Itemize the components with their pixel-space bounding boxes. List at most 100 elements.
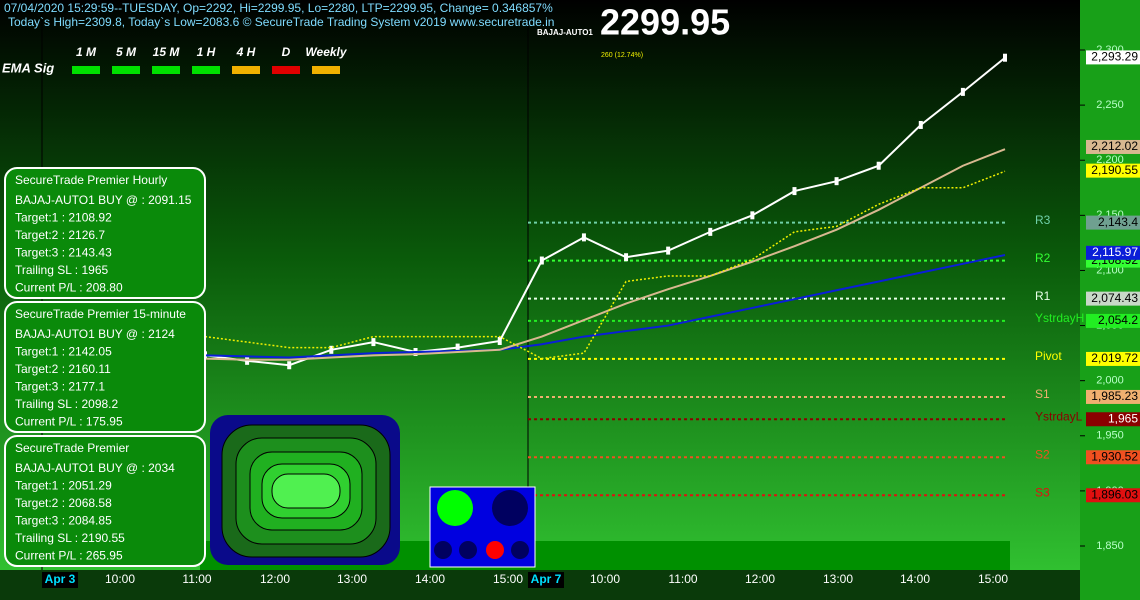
panel-title: SecureTrade Premier 15-minute	[15, 307, 186, 321]
time-label-box	[665, 572, 701, 588]
time-label-box	[820, 572, 856, 588]
series-line	[204, 170, 1006, 360]
signal-light	[437, 490, 473, 526]
price-tag	[1086, 313, 1140, 328]
price-tag-label: 1,930.52	[1091, 449, 1138, 463]
price-tag	[1086, 488, 1140, 503]
level-label: R2	[1035, 251, 1051, 265]
time-label: 13:00	[823, 572, 853, 586]
frame-label: 5 M	[116, 45, 137, 59]
time-label: 10:00	[105, 572, 135, 586]
candle	[245, 356, 250, 365]
panel-line: Current P/L : 208.80	[15, 281, 123, 295]
candle	[876, 161, 881, 170]
candle	[834, 177, 839, 186]
widgets	[210, 415, 536, 568]
time-label: 10:00	[590, 572, 620, 586]
candle	[792, 187, 797, 196]
time-label-box	[179, 572, 215, 588]
time-label-box	[975, 572, 1011, 588]
frame-signal	[192, 66, 220, 74]
price-tag-label: 1,896.03	[1091, 487, 1138, 501]
price-tag	[1086, 291, 1140, 306]
y-tick-label: 2,250	[1096, 99, 1124, 111]
time-label: 13:00	[337, 572, 367, 586]
candle	[287, 361, 292, 370]
y-tick-label: 1,850	[1096, 540, 1124, 552]
frame-signal	[232, 66, 260, 74]
y-tick-label: 1,950	[1096, 430, 1124, 442]
panel	[4, 435, 206, 567]
candle	[666, 246, 671, 255]
frame-signal	[312, 66, 340, 74]
candle	[497, 336, 502, 345]
price-tag-label: 2,019.72	[1091, 351, 1138, 365]
panel	[4, 301, 206, 433]
time-label-box	[42, 572, 78, 588]
signal-dot	[486, 541, 504, 559]
panel-line: Current P/L : 265.95	[15, 549, 123, 563]
price-tag	[1086, 139, 1140, 154]
price-tag	[1086, 245, 1140, 260]
frame-signal	[112, 66, 140, 74]
panel-line: Target:2 : 2126.7	[15, 228, 105, 242]
time-label: 12:00	[260, 572, 290, 586]
time-label-box	[412, 572, 448, 588]
time-label: 15:00	[978, 572, 1008, 586]
price-tag-label: 2,293.29	[1091, 50, 1138, 64]
panel-title: SecureTrade Premier	[15, 441, 129, 455]
ltp: 2299.95	[600, 2, 730, 43]
candle	[581, 233, 586, 242]
price-tag	[1086, 412, 1140, 427]
candle	[371, 338, 376, 347]
signal-dot	[434, 541, 452, 559]
time-label: 14:00	[415, 572, 445, 586]
change: 260 (12.74%)	[601, 52, 643, 59]
panel-line: BAJAJ-AUTO1 BUY @ : 2034	[15, 461, 175, 475]
time-label: Apr 3	[45, 572, 76, 586]
frame-label: D	[282, 45, 291, 59]
frame-signal	[152, 66, 180, 74]
signal-dot	[511, 541, 529, 559]
frame-label: 4 H	[236, 45, 256, 59]
time-label: 11:00	[668, 572, 697, 586]
candle	[329, 345, 334, 354]
time-label-box	[897, 572, 933, 588]
panel-line: BAJAJ-AUTO1 BUY @ : 2124	[15, 327, 175, 341]
panel-line: Target:2 : 2160.11	[15, 362, 111, 376]
panel	[4, 167, 206, 299]
panel-line: Trailing SL : 2098.2	[15, 397, 118, 411]
panel-line: Target:3 : 2143.43	[15, 246, 112, 260]
panel-line: Trailing SL : 1965	[15, 263, 108, 277]
panel-line: Target:1 : 2108.92	[15, 211, 112, 225]
level-label: Pivot	[1035, 349, 1062, 363]
frame-label: 1 M	[76, 45, 97, 59]
time-label-box	[257, 572, 293, 588]
series-line	[204, 56, 1006, 367]
candle	[918, 120, 923, 129]
price-tag-label: 2,115.97	[1092, 245, 1138, 259]
candle	[1003, 53, 1007, 62]
candle	[539, 256, 544, 265]
price-tag-label: 2,054.2	[1098, 313, 1138, 327]
frame-label: Weekly	[305, 45, 347, 59]
y-tick-label: 2,200	[1096, 154, 1124, 166]
price-tag-label: 2,143.4	[1098, 215, 1138, 229]
frame-label: 15 M	[153, 45, 181, 59]
header-line: Today`s High=2309.8, Today`s Low=2083.6 …	[8, 15, 554, 29]
series-line	[204, 148, 1006, 361]
signal-light	[492, 490, 528, 526]
price-tag	[1086, 389, 1140, 404]
price-tag-label: 2,212.02	[1091, 139, 1138, 153]
time-label-box	[334, 572, 370, 588]
y-tick-label: 2,000	[1096, 375, 1124, 387]
time-label-box	[587, 572, 623, 588]
time-label-box	[102, 572, 138, 588]
panel-line: BAJAJ-AUTO1 BUY @ : 2091.15	[15, 193, 192, 207]
frame-label: 1 H	[197, 45, 216, 59]
price-tag	[1086, 215, 1140, 230]
candle	[708, 227, 713, 236]
time-label-box	[742, 572, 778, 588]
level-label: S3	[1035, 485, 1050, 499]
